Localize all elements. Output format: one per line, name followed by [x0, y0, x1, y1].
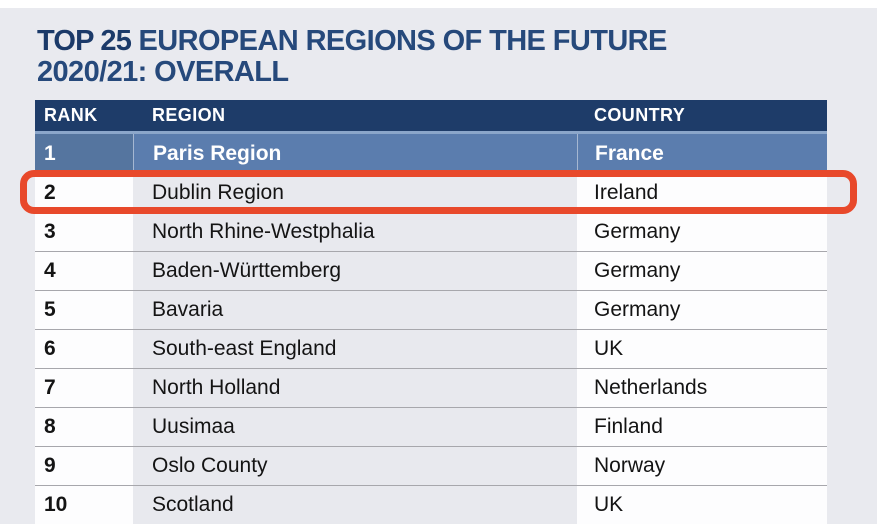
table-row: 9 Oslo County Norway [35, 446, 827, 485]
rank-cell: 7 [35, 369, 133, 407]
region-cell: North Holland [133, 369, 577, 407]
column-header-rank: RANK [44, 105, 98, 125]
rank-cell: 6 [35, 330, 133, 368]
country-cell: UK [577, 330, 827, 368]
country-cell: Germany [577, 213, 827, 251]
region-cell: Baden-Württemberg [133, 252, 577, 290]
table-row: 8 Uusimaa Finland [35, 407, 827, 446]
region-cell: Scotland [133, 486, 577, 524]
top-white-strip [0, 0, 877, 8]
region-cell: North Rhine-Westphalia [133, 213, 577, 251]
region-cell: Dublin Region [133, 174, 577, 212]
column-header-country: COUNTRY [594, 105, 686, 125]
rank-cell: 9 [35, 447, 133, 485]
table-row: 5 Bavaria Germany [35, 290, 827, 329]
table-row: 7 North Holland Netherlands [35, 368, 827, 407]
region-cell: Oslo County [133, 447, 577, 485]
rank-cell: 3 [35, 213, 133, 251]
country-cell: Netherlands [577, 369, 827, 407]
country-cell: Germany [577, 252, 827, 290]
rank-cell: 4 [35, 252, 133, 290]
rankings-table: RANK REGION COUNTRY 1 Paris Region France 2… [35, 100, 827, 524]
rank-cell: 8 [35, 408, 133, 446]
rank-cell: 2 [35, 174, 133, 212]
table-row: 1 Paris Region France [35, 131, 827, 173]
table-body: 1 Paris Region France 2 Dublin Region Ireland… [35, 131, 827, 524]
table-header-row: RANK REGION COUNTRY [35, 100, 827, 131]
table-row: 2 Dublin Region Ireland [35, 173, 827, 212]
region-cell: Bavaria [133, 291, 577, 329]
rank-cell: 5 [35, 291, 133, 329]
table-row: 4 Baden-Württemberg Germany [35, 251, 827, 290]
table-row: 6 South-east England UK [35, 329, 827, 368]
region-cell: Paris Region [133, 134, 577, 173]
rank-cell: 10 [35, 486, 133, 524]
region-cell: Uusimaa [133, 408, 577, 446]
title-rest-part: EUROPEAN REGIONS OF THE FUTURE [131, 25, 668, 57]
column-header-region: REGION [152, 105, 226, 125]
rank-cell: 1 [35, 134, 133, 173]
country-cell: Germany [577, 291, 827, 329]
title-bold-part: TOP 25 [37, 25, 132, 57]
table-row: 10 Scotland UK [35, 485, 827, 524]
country-cell: France [577, 134, 827, 173]
country-cell: Finland [577, 408, 827, 446]
country-cell: UK [577, 486, 827, 524]
country-cell: Norway [577, 447, 827, 485]
country-cell: Ireland [577, 174, 827, 212]
region-cell: South-east England [133, 330, 577, 368]
title-line2: 2020/21: OVERALL [37, 56, 289, 88]
table-row: 3 North Rhine-Westphalia Germany [35, 212, 827, 251]
page-title: TOP 25 EUROPEAN REGIONS OF THE FUTURE 20… [37, 26, 777, 88]
